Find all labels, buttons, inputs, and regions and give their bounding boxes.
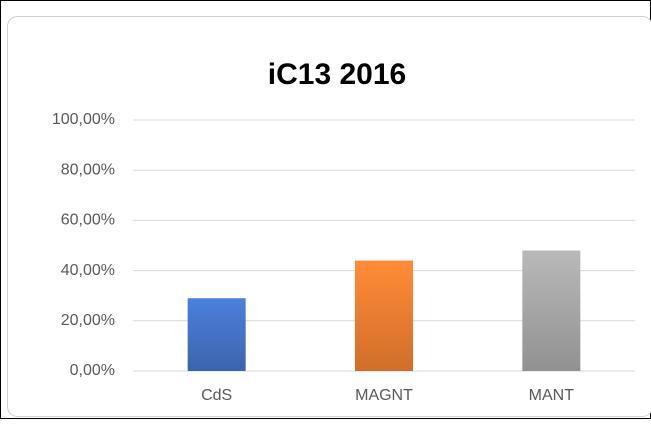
y-tick-label: 0,00% (70, 362, 115, 379)
x-tick-label: MAGNT (355, 387, 413, 404)
x-tick-label: MANT (529, 387, 575, 404)
bar (522, 251, 580, 371)
y-tick-label: 100,00% (52, 111, 115, 128)
bar (355, 261, 413, 371)
chart-title: iC13 2016 (268, 58, 406, 91)
y-tick-label: 20,00% (61, 312, 115, 329)
y-tick-label: 60,00% (61, 212, 115, 229)
x-tick-label: CdS (201, 387, 232, 404)
y-tick-label: 80,00% (61, 161, 115, 178)
bar (188, 298, 246, 371)
y-tick-label: 40,00% (61, 262, 115, 279)
